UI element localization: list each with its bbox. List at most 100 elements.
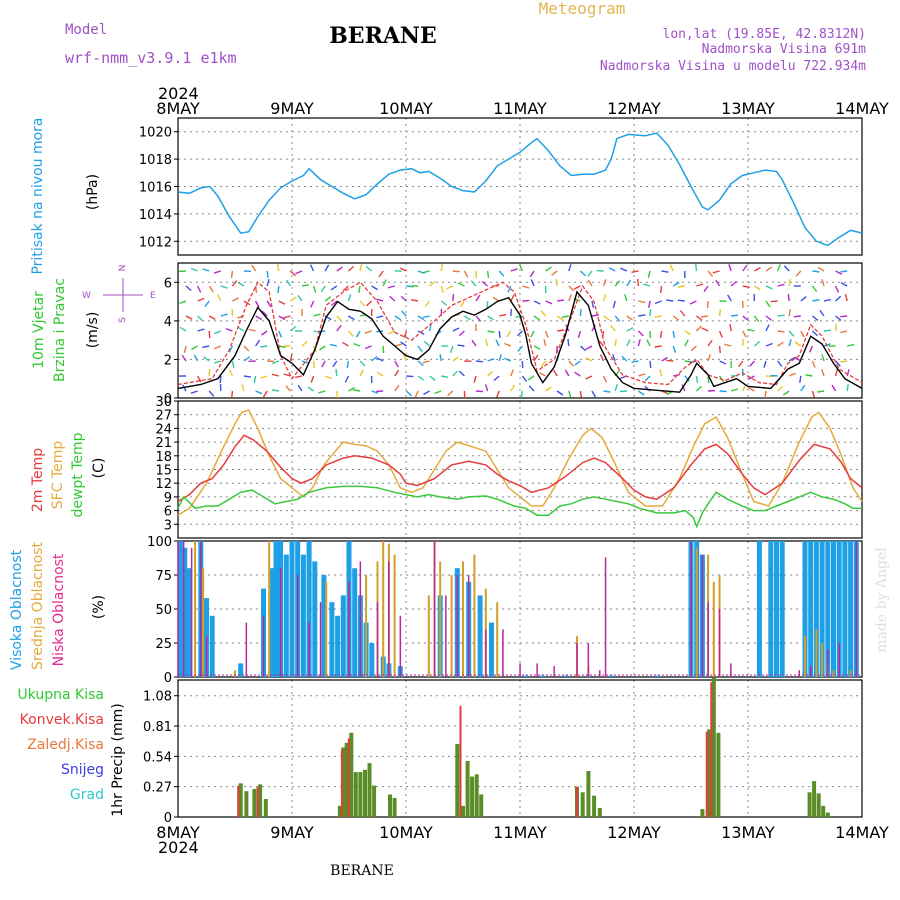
wind-arrow bbox=[727, 294, 732, 302]
cloud-low-bar bbox=[809, 666, 812, 677]
cloud-low-bar bbox=[838, 643, 840, 677]
wind-arrow bbox=[621, 355, 628, 362]
wind-arrow bbox=[378, 270, 384, 278]
wind-arrow bbox=[718, 330, 723, 338]
date-tick-label-top: 11MAY bbox=[493, 99, 547, 118]
panel-frame bbox=[177, 679, 863, 818]
wind-arrow bbox=[297, 294, 303, 302]
precip-total-bar bbox=[580, 792, 585, 817]
wind-arrow bbox=[318, 390, 326, 394]
wind-arrow bbox=[452, 293, 455, 302]
precip-total-bar bbox=[700, 809, 705, 817]
wind-arrow bbox=[371, 285, 378, 291]
wind-arrow bbox=[276, 264, 280, 272]
wind-arrow bbox=[612, 300, 616, 308]
wind-arrow bbox=[765, 342, 773, 347]
wind-arrow bbox=[568, 264, 572, 272]
wind-arrow bbox=[719, 360, 727, 365]
wind-arrow bbox=[557, 329, 565, 332]
wind-arrow bbox=[515, 315, 523, 318]
wind-arrow bbox=[715, 279, 721, 287]
wind-arrow bbox=[179, 326, 187, 332]
wind-arrow bbox=[283, 373, 291, 377]
wind-arrow bbox=[568, 294, 572, 302]
wind-arrow bbox=[387, 285, 395, 289]
wind-arrow bbox=[701, 327, 709, 332]
precip-total-bar bbox=[337, 805, 342, 817]
wind-arrow bbox=[695, 325, 702, 332]
wind-arrow bbox=[434, 390, 442, 395]
wind-arrow bbox=[695, 375, 699, 384]
wind-arrow bbox=[507, 285, 512, 293]
wind-arrow bbox=[631, 270, 639, 273]
wind-arrow bbox=[620, 267, 628, 272]
wind-arrow bbox=[707, 375, 710, 384]
wind-arrow bbox=[266, 279, 270, 287]
wind-arrow bbox=[777, 330, 785, 333]
wind-arrow bbox=[788, 339, 792, 347]
cloud-mid-bar bbox=[268, 541, 271, 677]
wind-arrow bbox=[707, 270, 714, 277]
precip-conv-bar bbox=[237, 785, 240, 817]
y-tick-label: 0 bbox=[164, 811, 172, 826]
wind-arrow bbox=[840, 315, 848, 318]
wind-arrow bbox=[819, 309, 825, 317]
wind-arrow bbox=[394, 343, 402, 347]
pressure-axis-title: Pritisak na nivou mora bbox=[30, 117, 46, 274]
wind-arrow bbox=[835, 295, 842, 302]
cloud-low-bar bbox=[519, 663, 521, 677]
wind-arrow bbox=[637, 339, 641, 347]
wind-arrow bbox=[255, 339, 261, 347]
precip-total-bar bbox=[341, 747, 346, 817]
wind-arrow bbox=[729, 323, 732, 332]
wind-arrow bbox=[366, 300, 373, 307]
cloud-high-bar bbox=[329, 602, 335, 677]
cloud-high-bar bbox=[756, 541, 762, 677]
wind-arrow bbox=[241, 384, 245, 392]
wind-arrow bbox=[631, 360, 639, 363]
wind-arrow bbox=[266, 270, 269, 278]
compass-west: W bbox=[82, 291, 91, 301]
precip-total-bar bbox=[812, 781, 817, 817]
wind-arrow bbox=[253, 375, 257, 384]
pressure-panel: 1012 1014 1016 1018 1020 bbox=[139, 117, 863, 256]
precip-total-bar bbox=[474, 774, 479, 817]
wind-arrow bbox=[564, 369, 570, 377]
cloud-low-bar bbox=[798, 670, 800, 677]
legend-hail: Grad bbox=[70, 787, 104, 803]
wind-arrow bbox=[834, 285, 840, 293]
wind-arrow bbox=[231, 280, 238, 287]
precip-total-bar bbox=[711, 677, 716, 817]
wind-arrow bbox=[690, 345, 697, 352]
date-tick-label-bottom: 8MAY bbox=[156, 823, 200, 842]
precip-total-bar bbox=[592, 795, 597, 817]
wind-arrows bbox=[178, 263, 855, 399]
y-tick-label: 12 bbox=[155, 477, 172, 492]
date-tick-label-top: 14MAY bbox=[835, 99, 889, 118]
cloud-high-bar bbox=[182, 547, 188, 677]
cloud-unit: (%) bbox=[91, 595, 107, 619]
wind-arrow bbox=[285, 385, 291, 392]
wind-arrow bbox=[283, 315, 291, 319]
wind-arrow bbox=[846, 383, 849, 392]
wind-arrow bbox=[196, 375, 202, 383]
wind-arrow bbox=[677, 285, 685, 288]
wind-arrow bbox=[591, 390, 597, 398]
wind-arrow bbox=[626, 315, 633, 321]
wind-arrow bbox=[800, 384, 806, 392]
y-tick-label: 1012 bbox=[139, 235, 172, 250]
legend-conv-rain: Konvek.Kisa bbox=[20, 712, 104, 728]
cloud-low-bar bbox=[604, 557, 607, 677]
wind-arrow bbox=[821, 279, 825, 287]
wind-arrow bbox=[493, 375, 500, 382]
wind-arrow bbox=[638, 390, 645, 396]
wind-arrow bbox=[402, 354, 408, 362]
wind-arrow bbox=[638, 373, 646, 377]
date-tick-label-top: 10MAY bbox=[379, 99, 433, 118]
wind-arrow bbox=[191, 345, 198, 351]
cloud-high-bar bbox=[335, 615, 341, 677]
precip-total-bar bbox=[597, 808, 602, 817]
wind-arrow bbox=[424, 300, 431, 307]
cloud-mid-axis-title: Srednja Oblacnost bbox=[30, 542, 46, 670]
wind-arrow bbox=[202, 268, 210, 272]
